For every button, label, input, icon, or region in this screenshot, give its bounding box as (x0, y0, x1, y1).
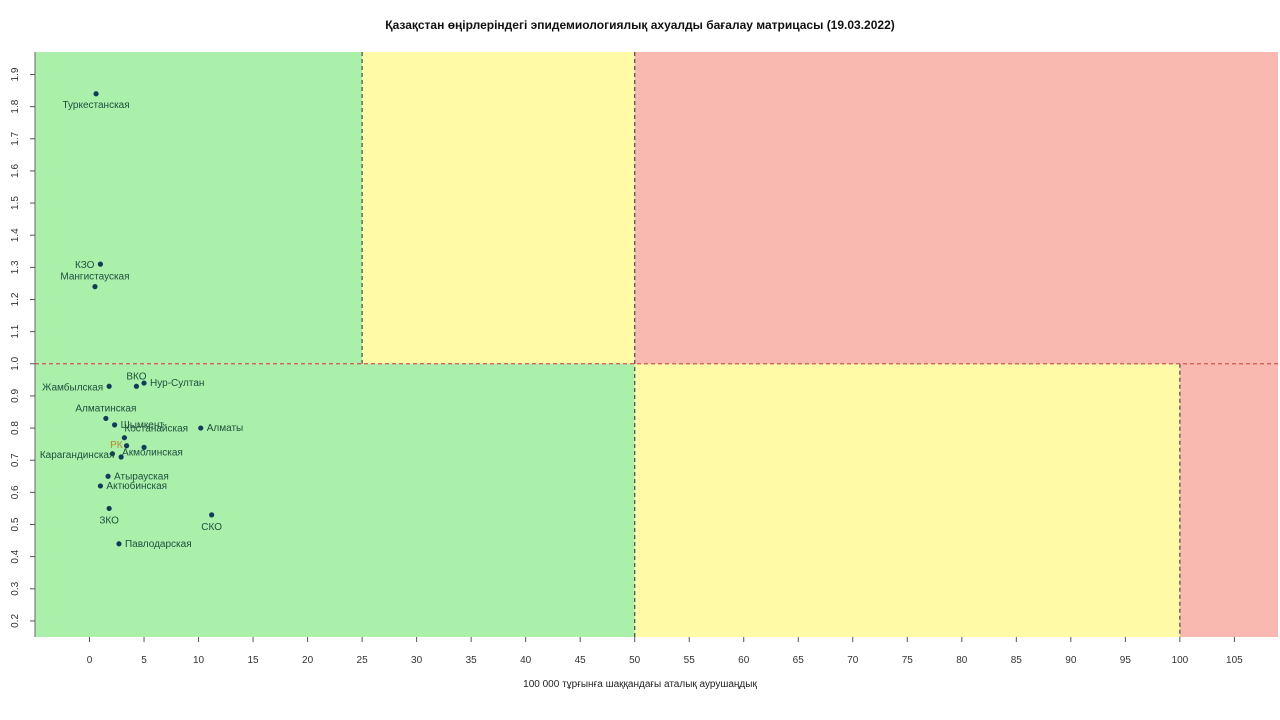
data-point (97, 261, 104, 267)
data-point (109, 451, 116, 457)
x-tick-label: 85 (1011, 655, 1023, 666)
data-point (141, 380, 147, 386)
point-label: Мангистауская (60, 272, 129, 283)
y-tick-label: 0.6 (10, 485, 21, 499)
y-tick-label: 1.6 (10, 164, 21, 178)
y-tick-label: 0.2 (10, 614, 21, 628)
data-point (209, 512, 215, 518)
x-tick-label: 0 (87, 655, 93, 666)
point-label: Жамбылская (42, 381, 103, 393)
x-tick-label: 45 (575, 655, 587, 666)
x-axis-ticks: 0 5 10 15 20 25 30 35 40 45 50 55 60 65 70 75 80 85 90 95 10… (87, 637, 1243, 666)
x-tick-label: 75 (902, 655, 914, 666)
y-tick-label: 0.5 (10, 517, 21, 531)
point-label: Алматы (207, 423, 244, 434)
point-label: Акмолинская (122, 447, 183, 458)
y-tick-label: 1.9 (10, 67, 21, 81)
point-label: Шымкент (121, 420, 165, 431)
y-tick-label: 0.8 (10, 421, 21, 435)
x-tick-label: 55 (684, 655, 696, 666)
risk-zones (35, 52, 1278, 637)
x-tick-label: 5 (141, 655, 147, 666)
x-tick-label: 100 (1172, 655, 1189, 666)
y-tick-label: 1.3 (10, 260, 21, 274)
y-tick-label: 0.9 (10, 389, 21, 403)
point-label: ВКО (126, 371, 146, 382)
point-label: Костанайская (124, 424, 188, 435)
zone-0 (35, 52, 363, 364)
data-point (103, 415, 109, 422)
x-tick-label: 40 (520, 655, 532, 666)
data-point (106, 383, 112, 389)
data-point (105, 473, 111, 479)
x-tick-label: 95 (1120, 655, 1132, 666)
x-tick-label: 35 (466, 655, 478, 666)
point-label: Актюбинская (106, 480, 167, 492)
data-point (93, 91, 99, 97)
point-label: Алматинская (75, 403, 136, 414)
y-tick-label: 0.3 (10, 581, 21, 595)
data-point (141, 444, 147, 450)
point-label: КЗО (75, 260, 95, 271)
point-label: Атырауская (114, 471, 169, 482)
x-tick-label: 65 (793, 655, 805, 666)
point-label: СКО (201, 522, 222, 533)
x-axis-label: 100 000 тұрғынға шаққандағы аталық ауруш… (523, 679, 757, 690)
y-tick-label: 1.8 (10, 99, 21, 113)
point-label: ЗКО (99, 515, 119, 526)
y-tick-label: 1.0 (10, 356, 21, 370)
point-label: Туркестанская (62, 100, 129, 111)
zone-1 (362, 52, 635, 364)
threshold-lines (35, 52, 1278, 637)
x-tick-label: 30 (411, 655, 423, 666)
zone-5 (1179, 363, 1278, 637)
y-tick-label: 1.7 (10, 131, 21, 145)
y-axis-ticks: 0.2 0.3 0.4 0.5 0.6 0.7 0.8 0.9 1.0 1.1 1.2 1.3 1.4 1… (10, 67, 35, 628)
y-tick-label: 0.4 (10, 549, 21, 563)
y-tick-label: 1.1 (10, 324, 21, 338)
data-point (106, 505, 112, 512)
x-tick-label: 25 (357, 655, 369, 666)
data-point (123, 443, 130, 449)
x-tick-label: 60 (738, 655, 750, 666)
zone-2 (634, 52, 1278, 364)
x-tick-label: 70 (847, 655, 859, 666)
x-tick-label: 15 (248, 655, 260, 666)
y-tick-label: 1.2 (10, 292, 21, 306)
y-tick-label: 0.7 (10, 453, 21, 467)
zone-4 (634, 363, 1180, 637)
x-tick-label: 80 (956, 655, 968, 666)
x-tick-label: 50 (629, 655, 641, 666)
x-tick-label: 105 (1226, 655, 1243, 666)
data-point (198, 425, 204, 431)
chart-title: Қазақстан өңірлеріндегі эпидемиологиялық… (385, 18, 895, 32)
data-point (92, 284, 98, 290)
point-label: Нур-Султан (150, 378, 204, 389)
x-tick-label: 10 (193, 655, 205, 666)
x-tick-label: 20 (302, 655, 314, 666)
data-point (116, 541, 122, 547)
data-point (97, 483, 104, 489)
x-tick-label: 90 (1065, 655, 1077, 666)
data-point (121, 435, 128, 441)
point-label: Карагандинская (40, 450, 115, 461)
data-point (118, 454, 124, 460)
point-label: Павлодарская (125, 539, 192, 550)
zone-3 (35, 363, 635, 637)
data-point (133, 383, 140, 389)
y-tick-label: 1.4 (10, 228, 21, 242)
data-point (111, 422, 118, 428)
point-label: РК (110, 440, 123, 451)
y-tick-label: 1.5 (10, 196, 21, 210)
